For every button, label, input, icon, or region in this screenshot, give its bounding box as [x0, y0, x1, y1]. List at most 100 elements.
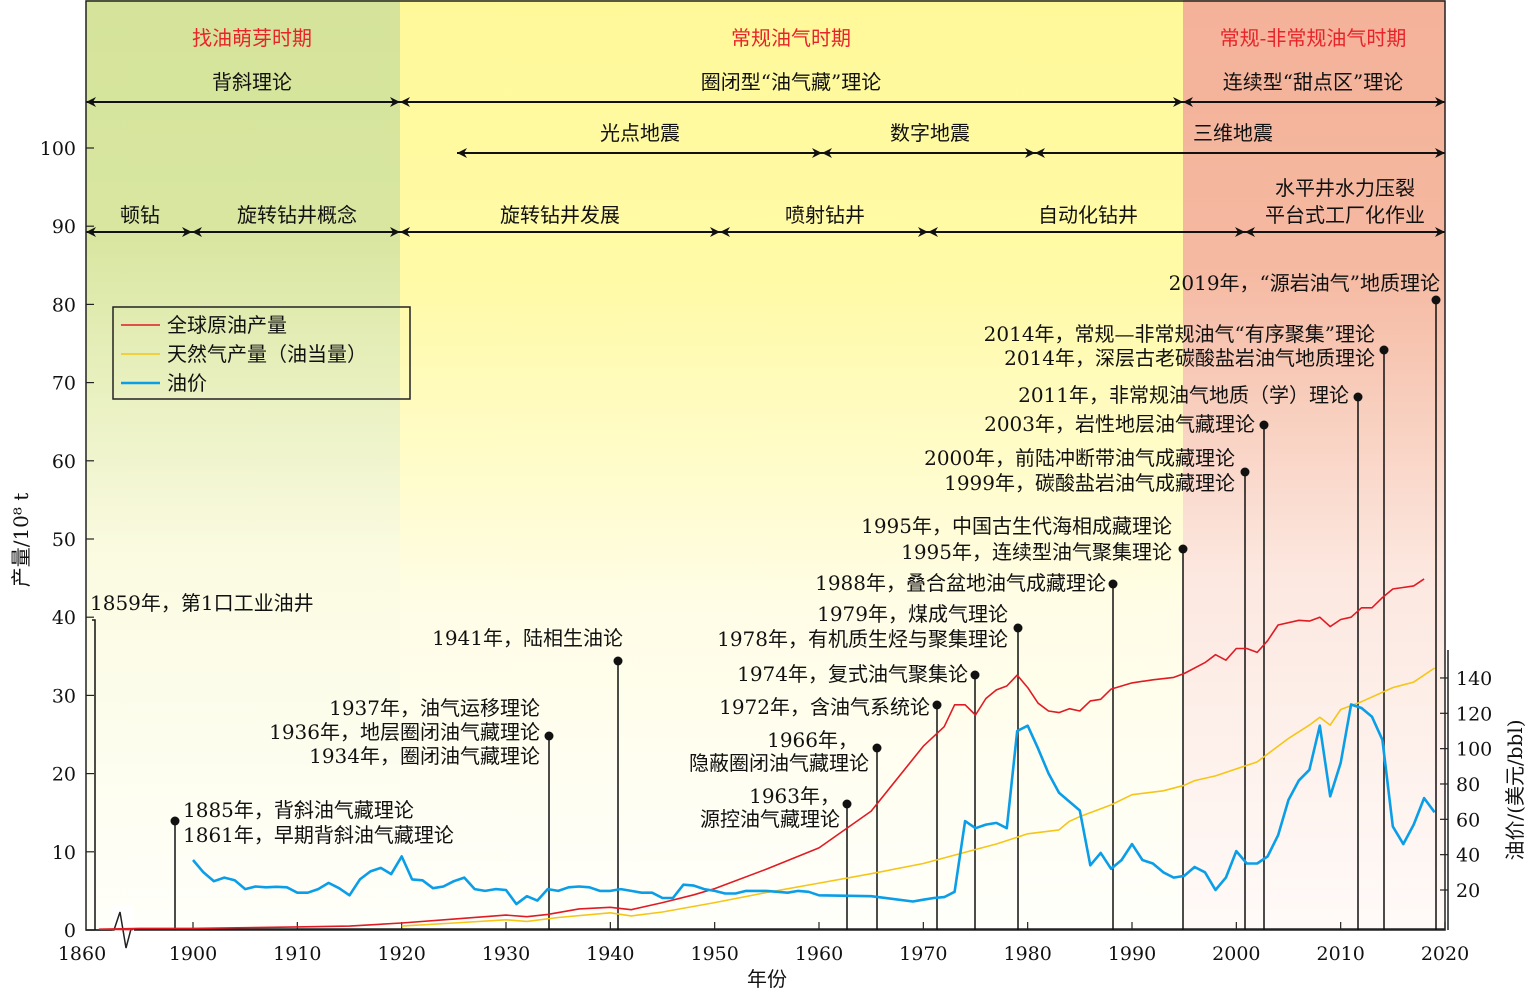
annotation-label: 1988年，叠合盆地油气成藏理论: [815, 571, 1106, 595]
annotation-pin-dot: [1240, 467, 1250, 477]
legend-label: 全球原油产量: [167, 313, 287, 337]
legend-label: 天然气产量（油当量）: [167, 342, 367, 366]
annotation: 1966年，隐蔽圈闭油气藏理论: [689, 728, 882, 930]
annotation-label: 隐蔽圈闭油气藏理论: [689, 751, 869, 775]
annotation-pin-dot: [1431, 295, 1441, 305]
annotation: 1988年，叠合盆地油气成藏理论: [815, 571, 1118, 930]
y2-tick-label: 100: [1456, 739, 1492, 761]
x-tick-label: 1960: [795, 943, 843, 965]
annotation-label: 1859年，第1口工业油井: [90, 591, 314, 615]
annotation-label: 1937年，油气运移理论: [329, 696, 540, 720]
y-tick-label: 70: [52, 373, 76, 395]
annotation-pin-dot: [872, 743, 882, 753]
series-line-oil-price: [192, 703, 1436, 906]
annotation-label: 1963年，: [749, 784, 840, 808]
y-axis-title: 产量/10⁸ t: [9, 493, 33, 588]
drilling-label: 平台式工厂化作业: [1265, 203, 1425, 227]
x-tick-label: 1930: [482, 943, 530, 965]
annotation-label: 1999年，碳酸盐岩油气成藏理论: [944, 471, 1235, 495]
annotation: 2019年，“源岩油气”地质理论: [1169, 271, 1441, 930]
x-axis-title: 年份: [747, 967, 787, 991]
plot-frame: [85, 0, 1446, 931]
y2-axis-title: 油价/(美元/bbl): [1503, 719, 1527, 860]
period-background-0: [86, 0, 400, 930]
annotation-label: 1966年，: [767, 728, 858, 752]
annotation-pin-dot: [1353, 392, 1363, 402]
x-tick-label: 1900: [169, 943, 217, 965]
y-tick-label: 30: [52, 685, 76, 707]
annotation-pin-dot: [932, 700, 942, 710]
y-tick-label: 100: [40, 138, 76, 160]
x-tick-label: 1910: [273, 943, 321, 965]
drilling-label: 自动化钻井: [1038, 203, 1138, 227]
annotation-label: 2014年，常规—非常规油气“有序聚集”理论: [984, 322, 1375, 346]
axis-break-mask: [112, 905, 134, 945]
x-tick-label: 1980: [1003, 943, 1051, 965]
annotation-label: 2014年，深层古老碳酸盐岩油气地质理论: [1004, 346, 1375, 370]
annotation-label: 1936年，地层圈闭油气藏理论: [269, 720, 540, 744]
annotation-pin-dot: [1013, 623, 1023, 633]
y2-tick-label: 60: [1456, 809, 1480, 831]
annotation-label: 1934年，圈闭油气藏理论: [309, 744, 540, 768]
theory-label: 圈闭型“油气藏”理论: [701, 70, 881, 94]
annotation: 1974年，复式油气聚集论: [737, 662, 980, 930]
theory-label: 连续型“甜点区”理论: [1223, 70, 1403, 94]
annotation-label: 1978年，有机质生烃与聚集理论: [717, 627, 1008, 651]
x-tick-label: 2010: [1316, 943, 1364, 965]
drilling-label: 顿钻: [120, 203, 160, 227]
series-line-oil-production: [98, 578, 1425, 931]
axes: 1860 1900 1910 1920 1930 1940 1950 1960 1970 1980…: [9, 0, 1527, 991]
seismic-label: 光点地震: [600, 121, 680, 145]
annotation: 2014年，常规—非常规油气“有序聚集”理论2014年，深层古老碳酸盐岩油气地质…: [984, 322, 1389, 930]
series-line-gas-production: [401, 667, 1436, 927]
y-tick-label: 80: [52, 294, 76, 316]
theory-annotations: 1859年，第1口工业油井 1885年，背斜油气藏理论1861年，早期背斜油气藏理…: [90, 271, 1441, 930]
annotation: 1972年，含油气系统论: [719, 695, 942, 930]
annotation: 2011年，非常规油气地质（学）理论: [1018, 383, 1363, 930]
annotation-label: 1972年，含油气系统论: [719, 695, 930, 719]
annotation-label: 1861年，早期背斜油气藏理论: [183, 823, 454, 847]
legend-box: [112, 306, 411, 400]
annotation-pin-dot: [613, 656, 623, 666]
annotation-pin-dot: [544, 731, 554, 741]
annotation-pin-dot: [1379, 345, 1389, 355]
x-tick-label: 1970: [899, 943, 947, 965]
period-title: 找油萌芽时期: [192, 26, 312, 50]
annotation-label: 2000年，前陆冲断带油气成藏理论: [924, 446, 1235, 470]
annotation-pin-dot: [170, 816, 180, 826]
x-tick-label: 1920: [377, 943, 425, 965]
y-tick-label: 50: [52, 529, 76, 551]
x-tick-label: 2020: [1421, 943, 1469, 965]
y2-tick-label: 40: [1456, 845, 1480, 867]
y-tick-label: 0: [64, 920, 76, 942]
x-tick-label: 1950: [690, 943, 738, 965]
series-lines: [98, 578, 1436, 931]
drilling-label: 喷射钻井: [785, 203, 865, 227]
annotation-label: 2003年，岩性地层油气藏理论: [984, 412, 1255, 436]
annotation: 1859年，第1口工业油井: [90, 591, 314, 930]
annotation-pin-dot: [1178, 544, 1188, 554]
x-tick-label: 2000: [1212, 943, 1260, 965]
annotation-label: 1974年，复式油气聚集论: [737, 662, 968, 686]
y-tick-label: 10: [52, 842, 76, 864]
y-tick-label: 20: [52, 764, 76, 786]
y-tick-label: 90: [52, 216, 76, 238]
x-tick-label: 1860: [58, 943, 106, 965]
annotation-pin-line: [92, 619, 96, 930]
period-title: 常规油气时期: [731, 26, 851, 50]
y-tick-label: 40: [52, 607, 76, 629]
annotation-label: 1941年，陆相生油论: [432, 626, 623, 650]
annotation-pin-dot: [970, 670, 980, 680]
annotation-label: 1995年，中国古生代海相成藏理论: [861, 514, 1172, 538]
y2-tick-label: 140: [1456, 668, 1492, 690]
drilling-label: 旋转钻井发展: [500, 203, 620, 227]
annotation-pin-dot: [842, 799, 852, 809]
drilling-label: 水平井水力压裂: [1275, 176, 1415, 200]
annotation-label: 源控油气藏理论: [700, 807, 840, 831]
period-title: 常规-非常规油气时期: [1220, 26, 1407, 50]
annotation-pin-dot: [1259, 420, 1269, 430]
